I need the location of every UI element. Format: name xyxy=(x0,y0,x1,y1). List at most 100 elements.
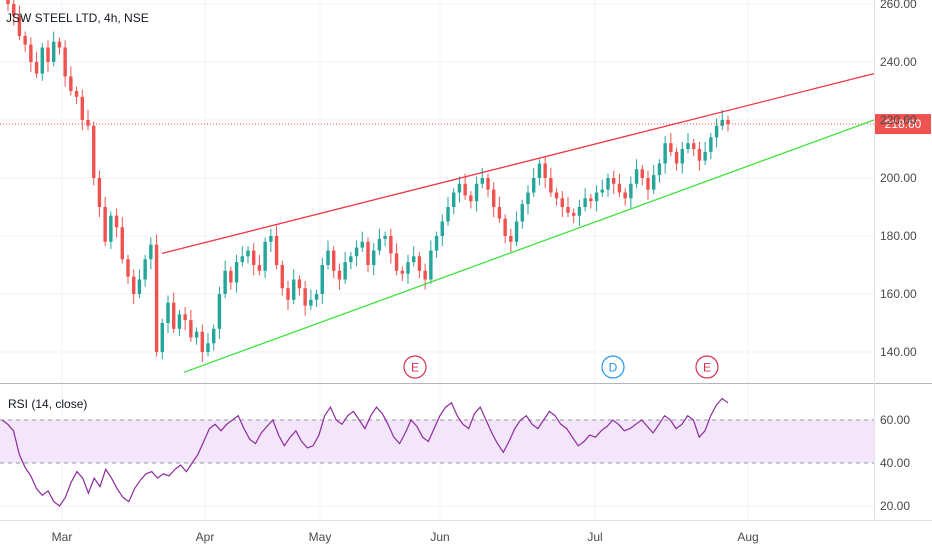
candle-body[interactable] xyxy=(354,247,359,257)
candle-body[interactable] xyxy=(63,47,67,77)
candle-body[interactable] xyxy=(12,4,16,16)
candle-body[interactable] xyxy=(526,192,530,205)
candle-body[interactable] xyxy=(97,178,102,207)
candle-body[interactable] xyxy=(606,178,610,190)
candle-body[interactable] xyxy=(223,270,227,294)
candle-body[interactable] xyxy=(29,44,33,62)
candle-body[interactable] xyxy=(337,270,342,280)
candle-body[interactable] xyxy=(23,35,27,45)
candle-body[interactable] xyxy=(132,276,136,294)
candle-body[interactable] xyxy=(263,241,267,271)
candle-body[interactable] xyxy=(103,207,107,242)
candle-body[interactable] xyxy=(343,262,347,280)
candle-body[interactable] xyxy=(252,250,256,266)
candle-body[interactable] xyxy=(543,163,547,179)
candle-body[interactable] xyxy=(549,178,553,193)
candle-body[interactable] xyxy=(520,204,524,222)
candle-body[interactable] xyxy=(366,241,370,265)
candle-body[interactable] xyxy=(377,238,382,251)
candle-body[interactable] xyxy=(372,250,376,266)
candle-body[interactable] xyxy=(349,256,353,263)
candle-body[interactable] xyxy=(726,120,730,125)
candle-body[interactable] xyxy=(554,192,559,199)
candle-body[interactable] xyxy=(412,256,416,263)
candle-body[interactable] xyxy=(566,207,570,213)
candle-body[interactable] xyxy=(200,331,204,352)
candle-body[interactable] xyxy=(74,91,79,97)
event-marker[interactable] xyxy=(403,355,427,379)
candle-body[interactable] xyxy=(92,125,96,178)
candle-body[interactable] xyxy=(417,256,422,271)
candle-body[interactable] xyxy=(389,236,393,254)
candle-body[interactable] xyxy=(194,331,199,338)
candle-body[interactable] xyxy=(560,198,564,207)
candle-body[interactable] xyxy=(697,149,702,161)
event-marker[interactable] xyxy=(695,355,719,379)
candle-body[interactable] xyxy=(623,192,627,199)
candle-body[interactable] xyxy=(40,47,44,74)
candle-body[interactable] xyxy=(314,294,319,300)
candle-body[interactable] xyxy=(652,175,656,190)
candle-body[interactable] xyxy=(326,250,330,266)
candles[interactable] xyxy=(6,0,730,363)
candle-body[interactable] xyxy=(57,41,62,48)
candle-body[interactable] xyxy=(286,288,290,300)
candle-body[interactable] xyxy=(332,250,336,271)
candle-body[interactable] xyxy=(572,212,576,216)
candle-body[interactable] xyxy=(166,302,170,323)
candle-body[interactable] xyxy=(183,314,187,321)
candle-body[interactable] xyxy=(229,270,233,283)
candle-body[interactable] xyxy=(686,143,690,149)
event-marker[interactable] xyxy=(601,355,625,379)
candle-body[interactable] xyxy=(434,236,439,251)
candle-body[interactable] xyxy=(154,244,159,352)
candle-body[interactable] xyxy=(257,265,262,271)
candle-body[interactable] xyxy=(246,250,250,257)
candle-body[interactable] xyxy=(663,143,667,164)
candle-body[interactable] xyxy=(143,259,147,280)
candle-body[interactable] xyxy=(114,215,119,228)
candle-body[interactable] xyxy=(394,253,399,271)
candle-body[interactable] xyxy=(612,178,616,184)
candle-body[interactable] xyxy=(680,149,684,164)
candle-body[interactable] xyxy=(537,163,542,179)
candle-body[interactable] xyxy=(320,265,324,294)
candle-body[interactable] xyxy=(149,244,153,260)
candle-body[interactable] xyxy=(240,256,244,263)
trendlines[interactable]: 218.60 xyxy=(0,72,931,373)
candle-body[interactable] xyxy=(6,0,10,5)
candle-body[interactable] xyxy=(497,207,502,219)
candle-body[interactable] xyxy=(589,198,593,202)
candle-body[interactable] xyxy=(503,218,507,236)
candle-body[interactable] xyxy=(86,120,90,126)
candle-body[interactable] xyxy=(269,236,273,242)
candle-body[interactable] xyxy=(212,328,216,344)
candle-body[interactable] xyxy=(126,259,130,277)
candle-body[interactable] xyxy=(172,302,176,329)
candle-body[interactable] xyxy=(206,343,210,352)
candle-body[interactable] xyxy=(80,96,84,120)
candle-body[interactable] xyxy=(274,236,279,265)
candle-body[interactable] xyxy=(600,189,604,193)
support-trendline[interactable] xyxy=(183,119,875,373)
candle-body[interactable] xyxy=(486,178,490,190)
candle-body[interactable] xyxy=(703,151,707,161)
resistance-trendline[interactable] xyxy=(161,72,875,255)
candle-body[interactable] xyxy=(617,183,622,193)
candle-body[interactable] xyxy=(474,183,479,202)
candle-body[interactable] xyxy=(280,265,284,289)
candle-body[interactable] xyxy=(177,314,182,329)
candle-body[interactable] xyxy=(446,207,450,222)
candle-body[interactable] xyxy=(480,178,484,184)
candle-body[interactable] xyxy=(429,250,433,280)
candle-body[interactable] xyxy=(532,178,536,193)
candle-body[interactable] xyxy=(720,120,724,126)
candle-body[interactable] xyxy=(160,323,164,352)
candle-body[interactable] xyxy=(509,236,513,242)
candle-body[interactable] xyxy=(309,299,313,306)
candle-body[interactable] xyxy=(634,169,639,184)
candle-body[interactable] xyxy=(674,151,679,164)
candle-body[interactable] xyxy=(69,76,73,92)
